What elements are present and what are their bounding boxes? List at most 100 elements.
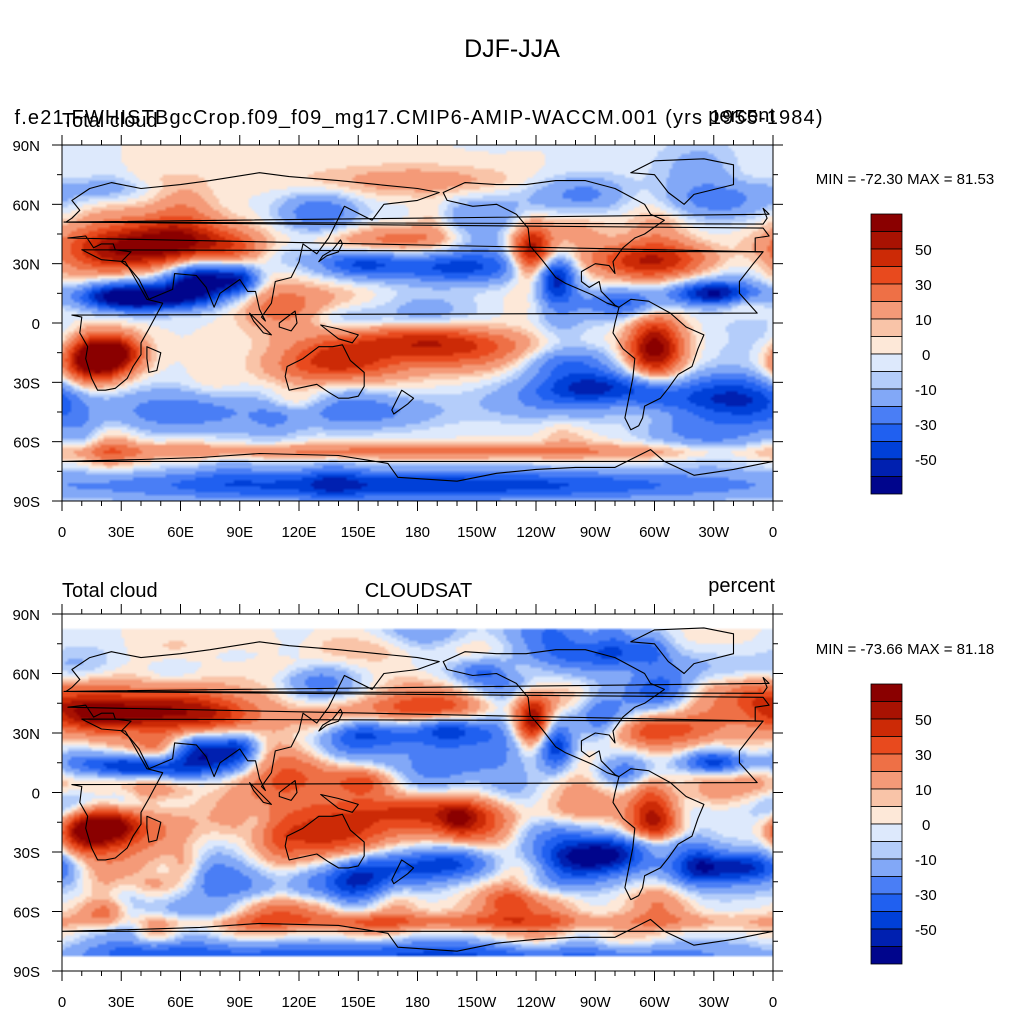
colorbar-box bbox=[870, 806, 903, 825]
colorbar-box bbox=[870, 476, 903, 495]
panel-model: 90N 60N 30N 0 30S 60S 90S 0 30E 60E 90E 120E 150E 180… bbox=[12, 105, 994, 541]
x-tick-label: 0 bbox=[769, 524, 777, 541]
coastline bbox=[318, 239, 343, 263]
colorbar-box bbox=[870, 911, 903, 930]
x-tick-label: 60W bbox=[639, 994, 671, 1011]
coastline bbox=[284, 813, 365, 869]
colorbar-label: -30 bbox=[915, 417, 937, 434]
x-tick-label: 90E bbox=[226, 994, 253, 1011]
x-tick-label: 120W bbox=[516, 524, 556, 541]
colorbar-box bbox=[870, 683, 903, 702]
min-max-label: MIN = -72.30 MAX = 81.53 bbox=[816, 171, 994, 188]
panel-left-label: Total cloud bbox=[62, 110, 158, 132]
x-tick-label: 150E bbox=[341, 994, 376, 1011]
y-tick-label: 0 bbox=[32, 316, 40, 333]
y-tick-label: 30S bbox=[13, 375, 40, 392]
colorbar-box bbox=[870, 928, 903, 947]
colorbar-box bbox=[870, 858, 903, 877]
coastline bbox=[71, 249, 764, 391]
colorbar-box bbox=[870, 753, 903, 772]
coastline bbox=[65, 641, 770, 792]
coastline bbox=[278, 780, 298, 801]
x-tick-label: 180 bbox=[405, 994, 430, 1011]
colorbar: 50 30 10 0 -10 -30 -50 bbox=[870, 683, 937, 965]
coastline bbox=[318, 708, 343, 732]
figure-title: DJF-JJA bbox=[464, 35, 560, 63]
y-tick-label: 90S bbox=[13, 494, 40, 511]
y-tick-label: 30S bbox=[13, 845, 40, 862]
x-tick-label: 150W bbox=[457, 524, 497, 541]
colorbar-label: 50 bbox=[915, 242, 932, 259]
colorbar-box bbox=[870, 371, 903, 390]
x-tick-label: 90W bbox=[580, 524, 612, 541]
panel-right-label: percent bbox=[708, 105, 775, 127]
x-tick-label: 30E bbox=[108, 524, 135, 541]
colorbar-label: 10 bbox=[915, 782, 932, 799]
y-tick-label: 30N bbox=[12, 257, 40, 274]
colorbar-box bbox=[870, 353, 903, 372]
colorbar-box bbox=[870, 701, 903, 720]
x-tick-label: 180 bbox=[405, 524, 430, 541]
min-max-label: MIN = -73.66 MAX = 81.18 bbox=[816, 641, 994, 658]
colorbar-box bbox=[870, 318, 903, 337]
y-tick-label: 30N bbox=[12, 726, 40, 743]
colorbar-box bbox=[870, 301, 903, 320]
y-tick-label: 0 bbox=[32, 786, 40, 803]
coastline bbox=[630, 158, 735, 205]
colorbar-label: -50 bbox=[915, 922, 937, 939]
x-tick-label: 120W bbox=[516, 994, 556, 1011]
colorbar-box bbox=[870, 946, 903, 965]
y-tick-label: 60N bbox=[12, 667, 40, 684]
x-tick-label: 90W bbox=[580, 994, 612, 1011]
colorbar-box bbox=[870, 893, 903, 912]
colorbar-box bbox=[870, 388, 903, 407]
colorbar-box bbox=[870, 283, 903, 302]
anomaly-field bbox=[62, 145, 773, 501]
x-tick-label: 120E bbox=[281, 524, 316, 541]
coastline bbox=[320, 793, 359, 813]
panel-center-label: CLOUDSAT bbox=[365, 580, 472, 602]
x-tick-label: 0 bbox=[58, 994, 66, 1011]
colorbar-box bbox=[870, 266, 903, 285]
panel-right-label: percent bbox=[708, 575, 775, 597]
colorbar-box bbox=[870, 736, 903, 755]
colorbar-box bbox=[870, 771, 903, 790]
y-tick-label: 60S bbox=[13, 435, 40, 452]
x-tick-label: 120E bbox=[281, 994, 316, 1011]
panels: 90N 60N 30N 0 30S 60S 90S 0 30E 60E 90E 120E 150E 180… bbox=[12, 105, 994, 1011]
colorbar-box bbox=[870, 423, 903, 442]
coastline bbox=[249, 782, 272, 805]
coastline bbox=[146, 346, 162, 373]
coastline bbox=[391, 859, 415, 885]
x-tick-label: 0 bbox=[769, 994, 777, 1011]
colorbar-label: 0 bbox=[922, 817, 930, 834]
colorbar-box bbox=[870, 336, 903, 355]
colorbar-label: -10 bbox=[915, 852, 937, 869]
x-tick-label: 150W bbox=[457, 994, 497, 1011]
coastline bbox=[249, 312, 272, 336]
colorbar: 50 30 10 0 -10 -30 -50 bbox=[870, 213, 937, 495]
coastline bbox=[62, 449, 773, 482]
y-tick-label: 90N bbox=[12, 138, 40, 155]
coastline bbox=[62, 918, 773, 952]
colorbar-label: 30 bbox=[915, 277, 932, 294]
coastlines bbox=[62, 158, 773, 482]
colorbar-label: -50 bbox=[915, 452, 937, 469]
coastline bbox=[320, 324, 359, 344]
colorbar-label: 30 bbox=[915, 747, 932, 764]
colorbar-box bbox=[870, 823, 903, 842]
coastline bbox=[65, 172, 770, 322]
y-tick-label: 90S bbox=[13, 964, 40, 981]
coastline bbox=[442, 180, 665, 308]
coastline bbox=[278, 310, 298, 332]
colorbar-label: 50 bbox=[915, 712, 932, 729]
colorbar-box bbox=[870, 231, 903, 250]
colorbar-box bbox=[870, 248, 903, 267]
colorbar-box bbox=[870, 718, 903, 737]
x-tick-label: 150E bbox=[341, 524, 376, 541]
colorbar-label: -30 bbox=[915, 887, 937, 904]
coastline bbox=[284, 344, 365, 399]
coastline bbox=[612, 768, 705, 901]
